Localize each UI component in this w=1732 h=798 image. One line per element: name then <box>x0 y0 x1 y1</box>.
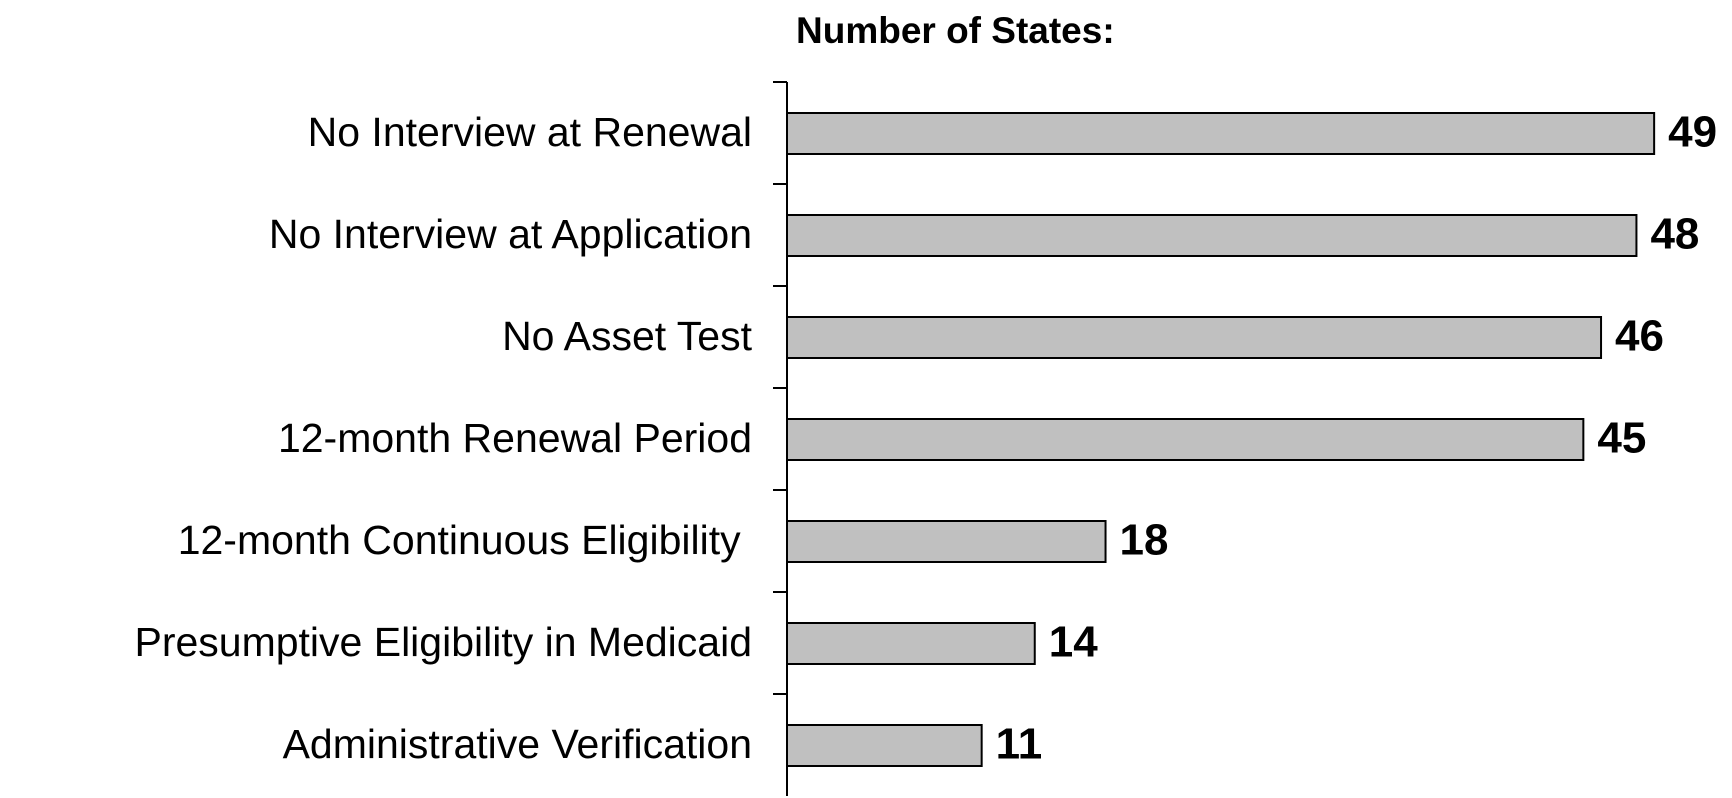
bar <box>786 622 1036 665</box>
category-label: No Asset Test <box>502 313 753 359</box>
category-label: 12-month Renewal Period <box>278 415 752 461</box>
category-label: 12-month Continuous Eligibility <box>178 517 752 563</box>
value-label: 49 <box>1668 108 1717 157</box>
category-label: No Interview at Application <box>269 211 752 257</box>
bar <box>786 316 1603 359</box>
value-label: 46 <box>1615 312 1664 361</box>
value-label: 45 <box>1597 414 1646 463</box>
bar <box>786 214 1638 257</box>
category-label: Administrative Verification <box>283 721 752 767</box>
value-label: 14 <box>1049 618 1098 667</box>
category-label: Presumptive Eligibility in Medicaid <box>134 619 752 665</box>
bar <box>786 724 983 767</box>
bar <box>786 520 1107 563</box>
bar <box>786 112 1656 155</box>
value-label: 18 <box>1120 516 1169 565</box>
chart-title: Number of States: <box>796 10 1115 51</box>
bar <box>786 418 1585 461</box>
value-label: 48 <box>1650 210 1699 259</box>
value-label: 11 <box>996 720 1043 769</box>
category-label: No Interview at Renewal <box>308 109 752 155</box>
